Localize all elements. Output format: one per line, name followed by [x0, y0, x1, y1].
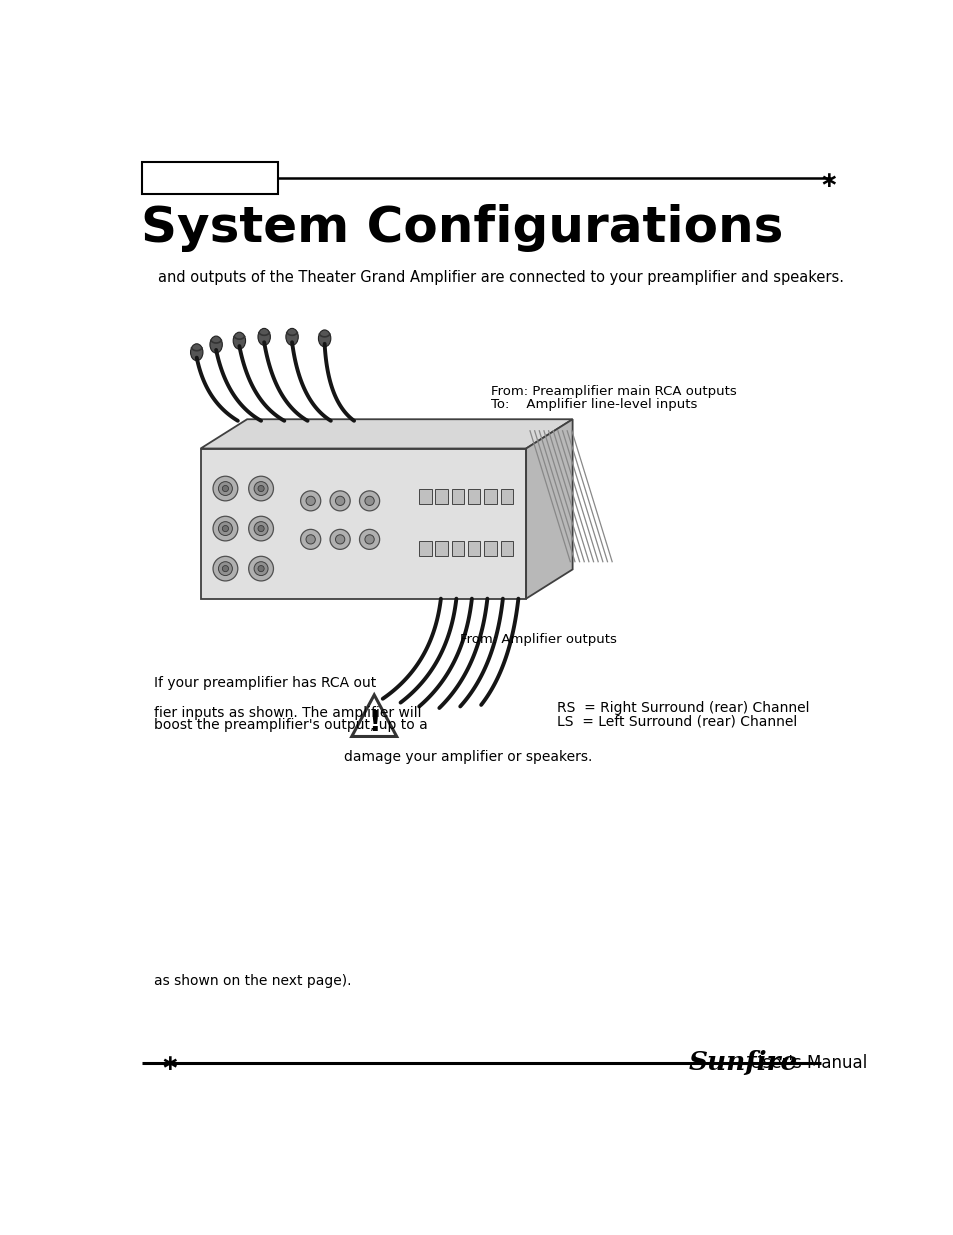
Bar	[200, 448, 525, 599]
Text: damage your amplifier or speakers.: damage your amplifier or speakers.	[344, 750, 592, 763]
Bar	[484, 489, 497, 504]
Polygon shape	[525, 419, 572, 599]
Circle shape	[257, 566, 264, 572]
Text: !: !	[368, 709, 380, 736]
Circle shape	[213, 477, 237, 501]
Circle shape	[330, 530, 350, 550]
Text: To:    Amplifier line-level inputs: To: Amplifier line-level inputs	[491, 398, 697, 411]
Ellipse shape	[210, 336, 222, 353]
Circle shape	[257, 485, 264, 492]
Text: If your preamplifier has RCA out: If your preamplifier has RCA out	[154, 677, 376, 690]
Bar	[500, 541, 513, 556]
Circle shape	[253, 482, 268, 495]
Circle shape	[253, 562, 268, 576]
Text: From: Preamplifier main RCA outputs: From: Preamplifier main RCA outputs	[491, 385, 737, 399]
Bar	[500, 489, 513, 504]
Circle shape	[335, 496, 344, 505]
Circle shape	[218, 562, 233, 576]
Ellipse shape	[191, 343, 203, 361]
Text: RS  = Right Surround (rear) Channel: RS = Right Surround (rear) Channel	[557, 701, 809, 715]
Bar	[435, 541, 447, 556]
Text: as shown on the next page).: as shown on the next page).	[154, 973, 352, 988]
Bar	[435, 489, 447, 504]
Circle shape	[218, 482, 233, 495]
Circle shape	[249, 556, 274, 580]
Text: ∗: ∗	[160, 1055, 179, 1074]
Circle shape	[300, 530, 320, 550]
Circle shape	[222, 526, 229, 531]
Circle shape	[222, 566, 229, 572]
Ellipse shape	[233, 332, 245, 350]
Circle shape	[249, 516, 274, 541]
Circle shape	[365, 535, 374, 543]
Text: and outputs of the Theater Grand Amplifier are connected to your preamplifier an: and outputs of the Theater Grand Amplifi…	[158, 270, 843, 285]
Circle shape	[306, 496, 315, 505]
Circle shape	[300, 490, 320, 511]
Circle shape	[253, 521, 268, 536]
Bar	[418, 489, 431, 504]
Text: Sunfire: Sunfire	[688, 1051, 798, 1076]
Text: LS  = Left Surround (rear) Channel: LS = Left Surround (rear) Channel	[557, 715, 797, 729]
Polygon shape	[200, 419, 572, 448]
Text: ∗: ∗	[819, 172, 838, 191]
Circle shape	[213, 556, 237, 580]
Circle shape	[359, 530, 379, 550]
Text: fier inputs as shown. The amplifier will: fier inputs as shown. The amplifier will	[154, 705, 421, 720]
Text: System Configurations: System Configurations	[141, 204, 782, 252]
Ellipse shape	[286, 329, 298, 346]
Bar	[452, 541, 464, 556]
Circle shape	[330, 490, 350, 511]
Bar	[142, 162, 278, 194]
Ellipse shape	[257, 329, 270, 346]
Circle shape	[365, 496, 374, 505]
Ellipse shape	[318, 330, 331, 347]
Bar	[484, 541, 497, 556]
Bar	[418, 541, 431, 556]
Bar	[468, 541, 480, 556]
Circle shape	[306, 535, 315, 543]
Circle shape	[359, 490, 379, 511]
Polygon shape	[352, 695, 396, 736]
Circle shape	[222, 485, 229, 492]
Text: From: Amplifier outputs: From: Amplifier outputs	[459, 634, 617, 646]
Bar	[452, 489, 464, 504]
Circle shape	[249, 477, 274, 501]
Circle shape	[257, 526, 264, 531]
Circle shape	[335, 535, 344, 543]
Circle shape	[218, 521, 233, 536]
Text: boost the preamplifier's output, up to a: boost the preamplifier's output, up to a	[154, 718, 428, 732]
Circle shape	[213, 516, 237, 541]
Bar	[468, 489, 480, 504]
Text: User's Manual: User's Manual	[744, 1053, 867, 1072]
